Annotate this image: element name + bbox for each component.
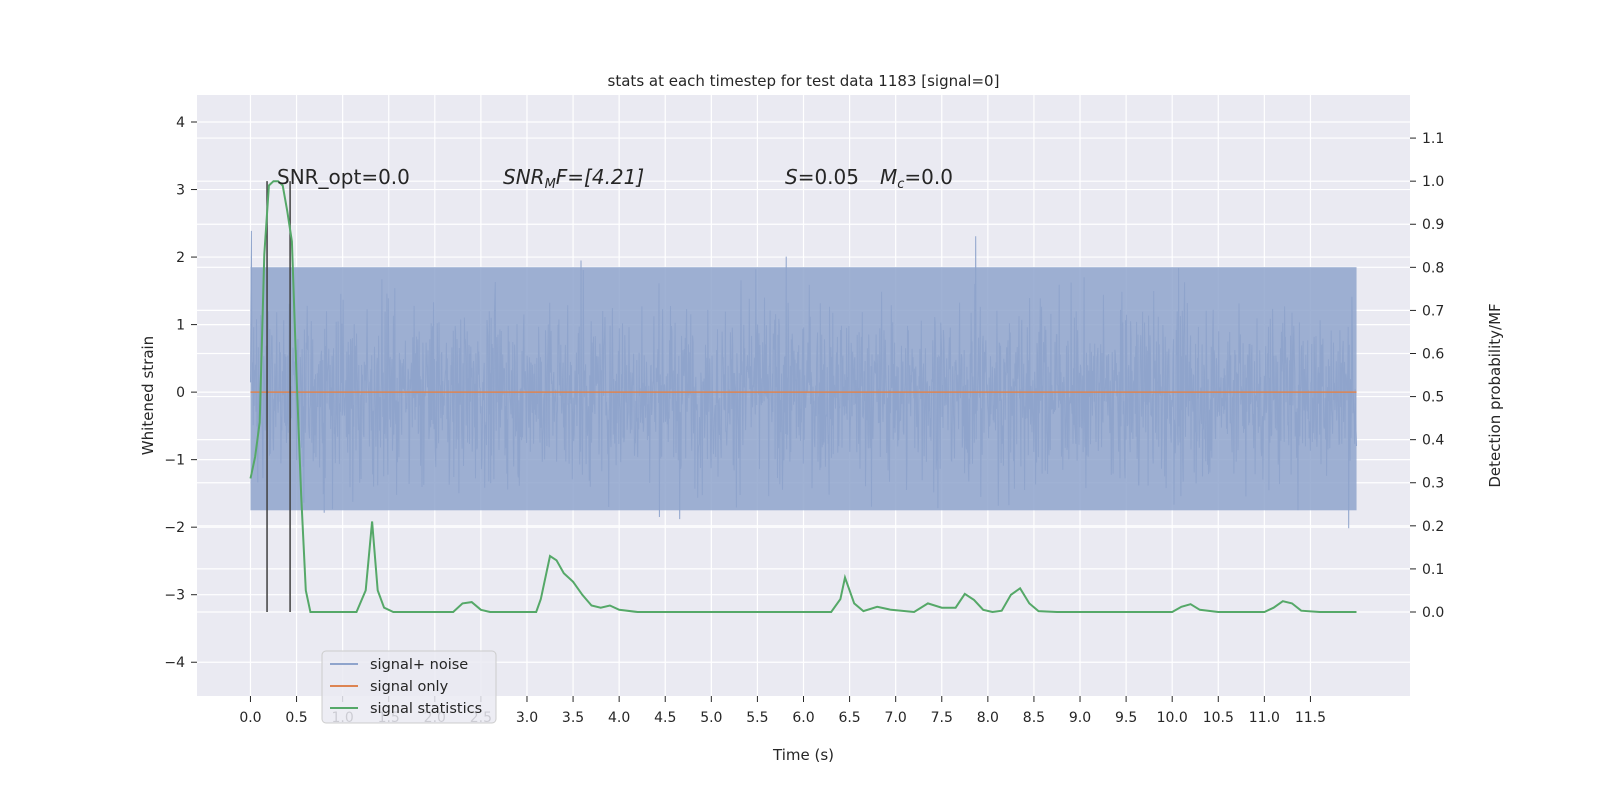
x-tick-label: 0.5	[285, 710, 307, 726]
x-tick-label: 7.0	[885, 710, 907, 726]
x-tick-label: 11.5	[1295, 710, 1326, 726]
noise-trace	[250, 230, 1357, 529]
y-tick-label: 2	[176, 250, 185, 266]
y2-tick-label: 0.0	[1422, 605, 1444, 621]
annotation-s-value: =0.05	[798, 165, 859, 189]
legend: signal+ noise signal only signal statist…	[321, 650, 497, 724]
y-tick-label: −2	[164, 520, 185, 536]
series-signal-noise	[250, 230, 1357, 529]
x-tick-label: 6.0	[792, 710, 814, 726]
y2-tick-label: 0.1	[1422, 562, 1444, 578]
annotation-mc-var: M	[880, 165, 897, 189]
y-tick-label: 3	[176, 183, 185, 199]
x-tick-label: 6.5	[838, 710, 860, 726]
y2-tick-label: 0.5	[1422, 390, 1444, 406]
y-tick-label: −4	[164, 655, 185, 671]
y2-tick-label: 0.7	[1422, 303, 1444, 319]
y2-tick-label: 0.8	[1422, 260, 1444, 276]
annotation-mc-sub: c	[897, 177, 904, 192]
x-tick-label: 9.0	[1069, 710, 1091, 726]
x-tick-label: 3.5	[562, 710, 584, 726]
series-signal-statistics-line	[249, 180, 1357, 614]
x-tick-label: 10.5	[1203, 710, 1234, 726]
legend-label-signal-statistics: signal statistics	[370, 701, 482, 717]
y2-tick-label: 1.1	[1422, 131, 1444, 147]
legend-box	[321, 650, 497, 724]
x-tick-label: 4.0	[608, 710, 630, 726]
y-axis-label: Whitened strain	[139, 336, 157, 455]
x-tick-label: 5.0	[700, 710, 722, 726]
annotation-snr-mf-var: SNR	[503, 165, 545, 189]
y-tick-label: −3	[164, 588, 185, 604]
annotation-snr-mf-sub: M	[545, 177, 556, 192]
annotation-snr-mf-value: F=[4.21]	[556, 165, 644, 189]
x-tick-label: 3.0	[516, 710, 538, 726]
y2-tick-label: 0.4	[1422, 433, 1444, 449]
x-tick-label: 5.5	[746, 710, 768, 726]
y-tick-label: 4	[176, 115, 185, 131]
y2-tick-label: 0.3	[1422, 476, 1444, 492]
annotation-mc: Mc=0.0	[880, 165, 953, 192]
axis-ticks: 0.00.51.01.52.02.53.03.54.04.55.05.56.06…	[164, 115, 1444, 726]
y-tick-label: −1	[164, 453, 185, 469]
chart-title: stats at each timestep for test data 118…	[608, 72, 1000, 90]
annotation-snr-mf: SNRMF=[4.21]	[503, 165, 644, 192]
y-tick-label: 1	[176, 318, 185, 334]
annotation-s-var: S	[785, 165, 798, 189]
annotation-s: S=0.05	[785, 165, 859, 189]
x-tick-label: 8.5	[1023, 710, 1045, 726]
y-tick-label: 0	[176, 385, 185, 401]
legend-label-signal-only: signal only	[370, 679, 449, 695]
annotation-mc-value: =0.0	[904, 165, 953, 189]
y2-tick-label: 0.9	[1422, 217, 1444, 233]
y2-axis-label: Detection probability/MF	[1486, 303, 1504, 487]
x-tick-label: 7.5	[931, 710, 953, 726]
y2-tick-label: 0.2	[1422, 519, 1444, 535]
vertical-markers	[266, 181, 291, 612]
legend-label-signal-noise: signal+ noise	[370, 657, 468, 673]
x-tick-label: 4.5	[654, 710, 676, 726]
x-tick-label: 0.0	[239, 710, 261, 726]
x-tick-label: 11.0	[1249, 710, 1280, 726]
y2-tick-label: 1.0	[1422, 174, 1444, 190]
annotation-snr-opt: SNR_opt=0.0	[277, 165, 410, 189]
x-tick-label: 10.0	[1157, 710, 1188, 726]
x-tick-label: 9.5	[1115, 710, 1137, 726]
x-tick-label: 8.0	[977, 710, 999, 726]
y2-tick-label: 0.6	[1422, 346, 1444, 362]
x-axis-label: Time (s)	[772, 746, 834, 764]
